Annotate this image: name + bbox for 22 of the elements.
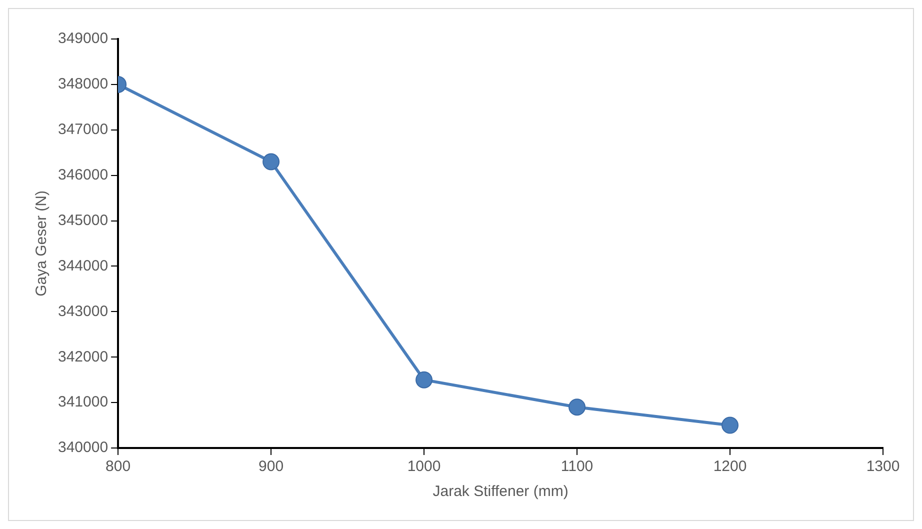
y-tick-label: 343000 xyxy=(58,302,108,320)
x-tick-label: 1000 xyxy=(407,458,441,476)
y-tick-label: 341000 xyxy=(58,394,108,411)
x-tick-label: 1300 xyxy=(866,458,900,476)
y-tick-label: 342000 xyxy=(58,348,108,366)
point xyxy=(262,153,280,170)
y-tick-label: 345000 xyxy=(58,212,108,229)
x-tick-label: 900 xyxy=(258,458,284,476)
point xyxy=(568,398,586,416)
point xyxy=(722,416,739,434)
y-tick-label: 344000 xyxy=(58,257,108,274)
x-axis-title: Jarak Stiffener (mm) xyxy=(432,483,568,500)
y-tick-label: 347000 xyxy=(58,121,108,138)
y-tick-label: 348000 xyxy=(58,76,108,93)
y-axis-title: Gaya Geser (N) xyxy=(33,190,50,296)
x-tick-label: 1200 xyxy=(713,458,747,476)
y-tick-label: 349000 xyxy=(58,30,108,48)
x-tick-label: 1100 xyxy=(560,458,594,476)
point xyxy=(416,371,433,388)
y-tick-label: 340000 xyxy=(58,439,108,456)
y-tick-label: 346000 xyxy=(58,166,108,184)
x-tick-label: 800 xyxy=(106,458,131,476)
